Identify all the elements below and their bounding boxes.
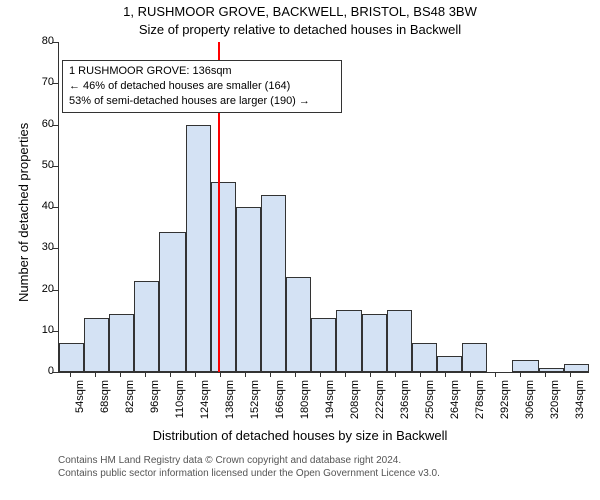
chart-title: 1, RUSHMOOR GROVE, BACKWELL, BRISTOL, BS… <box>0 4 600 19</box>
x-tick-mark <box>495 372 496 377</box>
x-tick-label: 278sqm <box>474 380 486 424</box>
x-tick-mark <box>470 372 471 377</box>
x-tick-mark <box>245 372 246 377</box>
x-tick-label: 264sqm <box>449 380 461 424</box>
x-tick-label: 110sqm <box>174 380 186 424</box>
x-tick-mark <box>570 372 571 377</box>
y-tick-mark <box>53 331 58 332</box>
x-tick-mark <box>195 372 196 377</box>
footer-line-2: Contains public sector information licen… <box>58 467 440 480</box>
x-tick-mark <box>220 372 221 377</box>
y-tick-label: 0 <box>24 365 54 377</box>
histogram-bar <box>462 343 487 372</box>
histogram-bar <box>512 360 539 372</box>
histogram-bar <box>159 232 186 372</box>
x-tick-mark <box>295 372 296 377</box>
histogram-bar <box>236 207 261 372</box>
x-tick-mark <box>320 372 321 377</box>
annotation-line-2: ← 46% of detached houses are smaller (16… <box>69 79 335 94</box>
x-tick-mark <box>370 372 371 377</box>
x-tick-mark <box>145 372 146 377</box>
x-tick-mark <box>420 372 421 377</box>
x-tick-label: 152sqm <box>249 380 261 424</box>
histogram-bar <box>437 356 462 373</box>
footer-line-1: Contains HM Land Registry data © Crown c… <box>58 454 440 467</box>
annotation-line-3: 53% of semi-detached houses are larger (… <box>69 94 335 109</box>
x-tick-mark <box>520 372 521 377</box>
histogram-bar <box>286 277 311 372</box>
x-tick-label: 166sqm <box>274 380 286 424</box>
histogram-bar <box>564 364 589 372</box>
x-tick-mark <box>170 372 171 377</box>
x-tick-label: 306sqm <box>524 380 536 424</box>
y-tick-mark <box>53 372 58 373</box>
x-tick-mark <box>545 372 546 377</box>
x-tick-mark <box>345 372 346 377</box>
y-tick-label: 80 <box>24 35 54 47</box>
y-tick-mark <box>53 248 58 249</box>
histogram-bar <box>387 310 412 372</box>
x-tick-label: 334sqm <box>574 380 586 424</box>
x-tick-label: 222sqm <box>374 380 386 424</box>
chart-subtitle: Size of property relative to detached ho… <box>0 22 600 37</box>
x-tick-mark <box>95 372 96 377</box>
histogram-bar <box>336 310 363 372</box>
histogram-bar <box>59 343 84 372</box>
x-tick-label: 138sqm <box>224 380 236 424</box>
histogram-bar <box>311 318 336 372</box>
x-axis-label: Distribution of detached houses by size … <box>0 428 600 443</box>
y-tick-label: 20 <box>24 283 54 295</box>
y-tick-label: 50 <box>24 159 54 171</box>
y-tick-label: 10 <box>24 324 54 336</box>
x-tick-label: 250sqm <box>424 380 436 424</box>
x-tick-label: 320sqm <box>549 380 561 424</box>
histogram-bar <box>412 343 437 372</box>
x-tick-label: 124sqm <box>199 380 211 424</box>
chart-container: { "title": "1, RUSHMOOR GROVE, BACKWELL,… <box>0 0 600 500</box>
histogram-bar <box>84 318 109 372</box>
x-tick-label: 236sqm <box>399 380 411 424</box>
y-tick-mark <box>53 166 58 167</box>
y-tick-mark <box>53 290 58 291</box>
annotation-box: 1 RUSHMOOR GROVE: 136sqm ← 46% of detach… <box>62 60 342 113</box>
x-tick-label: 54sqm <box>74 380 86 424</box>
y-axis-label: Number of detached properties <box>16 123 31 302</box>
histogram-bar <box>109 314 134 372</box>
x-tick-label: 180sqm <box>299 380 311 424</box>
y-tick-label: 30 <box>24 241 54 253</box>
x-tick-label: 292sqm <box>499 380 511 424</box>
x-tick-label: 82sqm <box>124 380 136 424</box>
footer-attribution: Contains HM Land Registry data © Crown c… <box>58 454 440 480</box>
histogram-bar <box>261 195 286 372</box>
y-tick-label: 70 <box>24 76 54 88</box>
y-tick-mark <box>53 83 58 84</box>
x-tick-label: 68sqm <box>99 380 111 424</box>
histogram-bar <box>186 125 211 373</box>
y-tick-mark <box>53 42 58 43</box>
histogram-bar <box>539 368 564 372</box>
y-tick-label: 40 <box>24 200 54 212</box>
histogram-bar <box>211 182 236 372</box>
y-tick-mark <box>53 125 58 126</box>
x-tick-label: 208sqm <box>349 380 361 424</box>
x-tick-mark <box>270 372 271 377</box>
x-tick-mark <box>70 372 71 377</box>
histogram-bar <box>134 281 159 372</box>
x-tick-label: 194sqm <box>324 380 336 424</box>
y-tick-mark <box>53 207 58 208</box>
x-tick-mark <box>120 372 121 377</box>
x-tick-mark <box>395 372 396 377</box>
histogram-bar <box>362 314 387 372</box>
y-tick-label: 60 <box>24 118 54 130</box>
x-tick-mark <box>445 372 446 377</box>
x-tick-label: 96sqm <box>149 380 161 424</box>
annotation-line-1: 1 RUSHMOOR GROVE: 136sqm <box>69 64 335 79</box>
